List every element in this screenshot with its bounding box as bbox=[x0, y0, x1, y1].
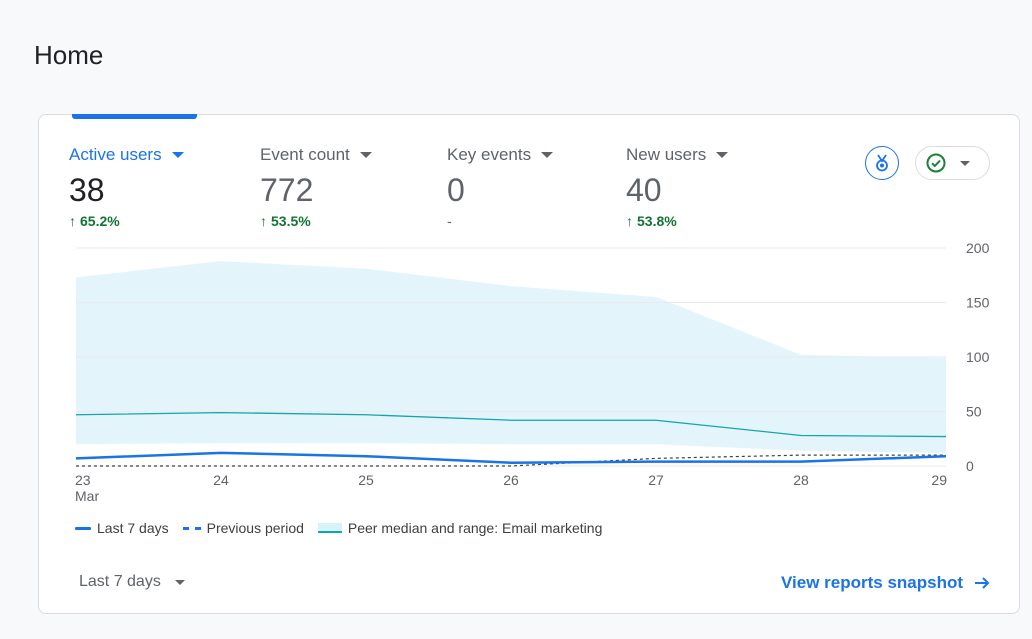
chart-legend: Last 7 days Previous period Peer median … bbox=[75, 520, 606, 536]
caret-down-icon bbox=[716, 152, 729, 158]
caret-down-icon bbox=[541, 152, 554, 158]
legend-last7: Last 7 days bbox=[75, 520, 169, 536]
insights-button[interactable] bbox=[865, 146, 899, 180]
legend-dashed-swatch bbox=[182, 526, 201, 530]
metric-key-events-label[interactable]: Key events bbox=[447, 145, 554, 165]
insights-badge-icon bbox=[876, 154, 888, 172]
x-tick-label: 25 bbox=[358, 472, 374, 488]
active-tab-indicator bbox=[72, 114, 197, 119]
status-dropdown-button[interactable] bbox=[915, 146, 990, 180]
metric-label-text: Key events bbox=[447, 145, 532, 164]
view-link-label: View reports snapshot bbox=[781, 573, 964, 592]
legend-peer: Peer median and range: Email marketing bbox=[317, 520, 603, 536]
caret-down-icon bbox=[174, 579, 185, 585]
x-tick-label: 27 bbox=[648, 472, 664, 488]
page-title: Home bbox=[34, 40, 104, 70]
legend-previous: Previous period bbox=[182, 520, 304, 536]
metric-change-text: - bbox=[447, 213, 452, 229]
y-tick-label: 50 bbox=[966, 404, 982, 420]
arrow-up-icon: ↑ bbox=[69, 213, 76, 229]
active-users-chart: 0 50 100 150 200 23 24 25 26 27 28 29 Mar bbox=[75, 240, 990, 504]
metric-event-count-label[interactable]: Event count bbox=[260, 145, 372, 165]
legend-label: Last 7 days bbox=[97, 520, 169, 536]
arrow-right-icon bbox=[975, 577, 990, 589]
legend-solid-swatch bbox=[75, 526, 91, 530]
metric-change: ↑ 65.2% bbox=[69, 213, 184, 229]
caret-down-icon bbox=[960, 160, 970, 166]
x-tick-label: 24 bbox=[213, 472, 229, 488]
arrow-up-icon: ↑ bbox=[260, 213, 267, 229]
metric-value: 40 bbox=[626, 172, 662, 208]
metric-event-count[interactable]: Event count 772 ↑ 53.5% bbox=[260, 145, 372, 229]
metric-change: ↑ 53.5% bbox=[260, 213, 372, 229]
metric-value: 0 bbox=[447, 172, 465, 208]
metric-change-text: 53.5% bbox=[271, 213, 311, 229]
metric-change-text: 65.2% bbox=[80, 213, 120, 229]
series-line-solid bbox=[75, 451, 947, 464]
y-tick-label: 200 bbox=[966, 240, 990, 256]
caret-down-icon bbox=[171, 152, 184, 158]
caret-down-icon bbox=[359, 152, 372, 158]
metric-label-text: Active users bbox=[69, 145, 162, 164]
metric-new-users[interactable]: New users 40 ↑ 53.8% bbox=[626, 145, 729, 229]
metric-value: 38 bbox=[69, 172, 105, 208]
y-tick-label: 0 bbox=[966, 458, 974, 474]
metric-key-events[interactable]: Key events 0 - bbox=[447, 145, 554, 229]
series-line-median bbox=[75, 411, 947, 438]
metric-label-text: New users bbox=[626, 145, 707, 164]
x-tick-sublabel: Mar bbox=[75, 488, 99, 504]
metric-active-users-label[interactable]: Active users bbox=[69, 145, 184, 165]
view-reports-snapshot-link[interactable]: View reports snapshot bbox=[781, 573, 991, 593]
legend-label: Peer median and range: Email marketing bbox=[347, 520, 603, 536]
y-tick-label: 100 bbox=[966, 349, 990, 365]
metric-change-text: 53.8% bbox=[637, 213, 677, 229]
legend-band-swatch bbox=[317, 523, 342, 533]
overview-card: Active users 38 ↑ 65.2% Event count 772 … bbox=[38, 114, 1020, 614]
metric-change: - bbox=[447, 213, 553, 229]
date-range-label: Last 7 days bbox=[79, 573, 161, 590]
x-tick-label: 26 bbox=[503, 472, 519, 488]
metric-label-text: Event count bbox=[260, 145, 350, 164]
metric-change: ↑ 53.8% bbox=[626, 213, 728, 229]
date-range-selector[interactable]: Last 7 days bbox=[79, 573, 185, 591]
check-circle-icon bbox=[926, 153, 946, 173]
x-tick-label: 28 bbox=[793, 472, 809, 488]
legend-label: Previous period bbox=[206, 520, 304, 536]
series-line-dashed bbox=[76, 454, 946, 467]
x-tick-label: 23 bbox=[75, 472, 91, 488]
y-tick-label: 150 bbox=[966, 295, 990, 311]
metric-active-users[interactable]: Active users 38 ↑ 65.2% bbox=[69, 145, 184, 229]
arrow-up-icon: ↑ bbox=[626, 213, 633, 229]
metric-value: 772 bbox=[260, 172, 314, 208]
metric-new-users-label[interactable]: New users bbox=[626, 145, 729, 165]
x-tick-label: 29 bbox=[931, 472, 947, 488]
